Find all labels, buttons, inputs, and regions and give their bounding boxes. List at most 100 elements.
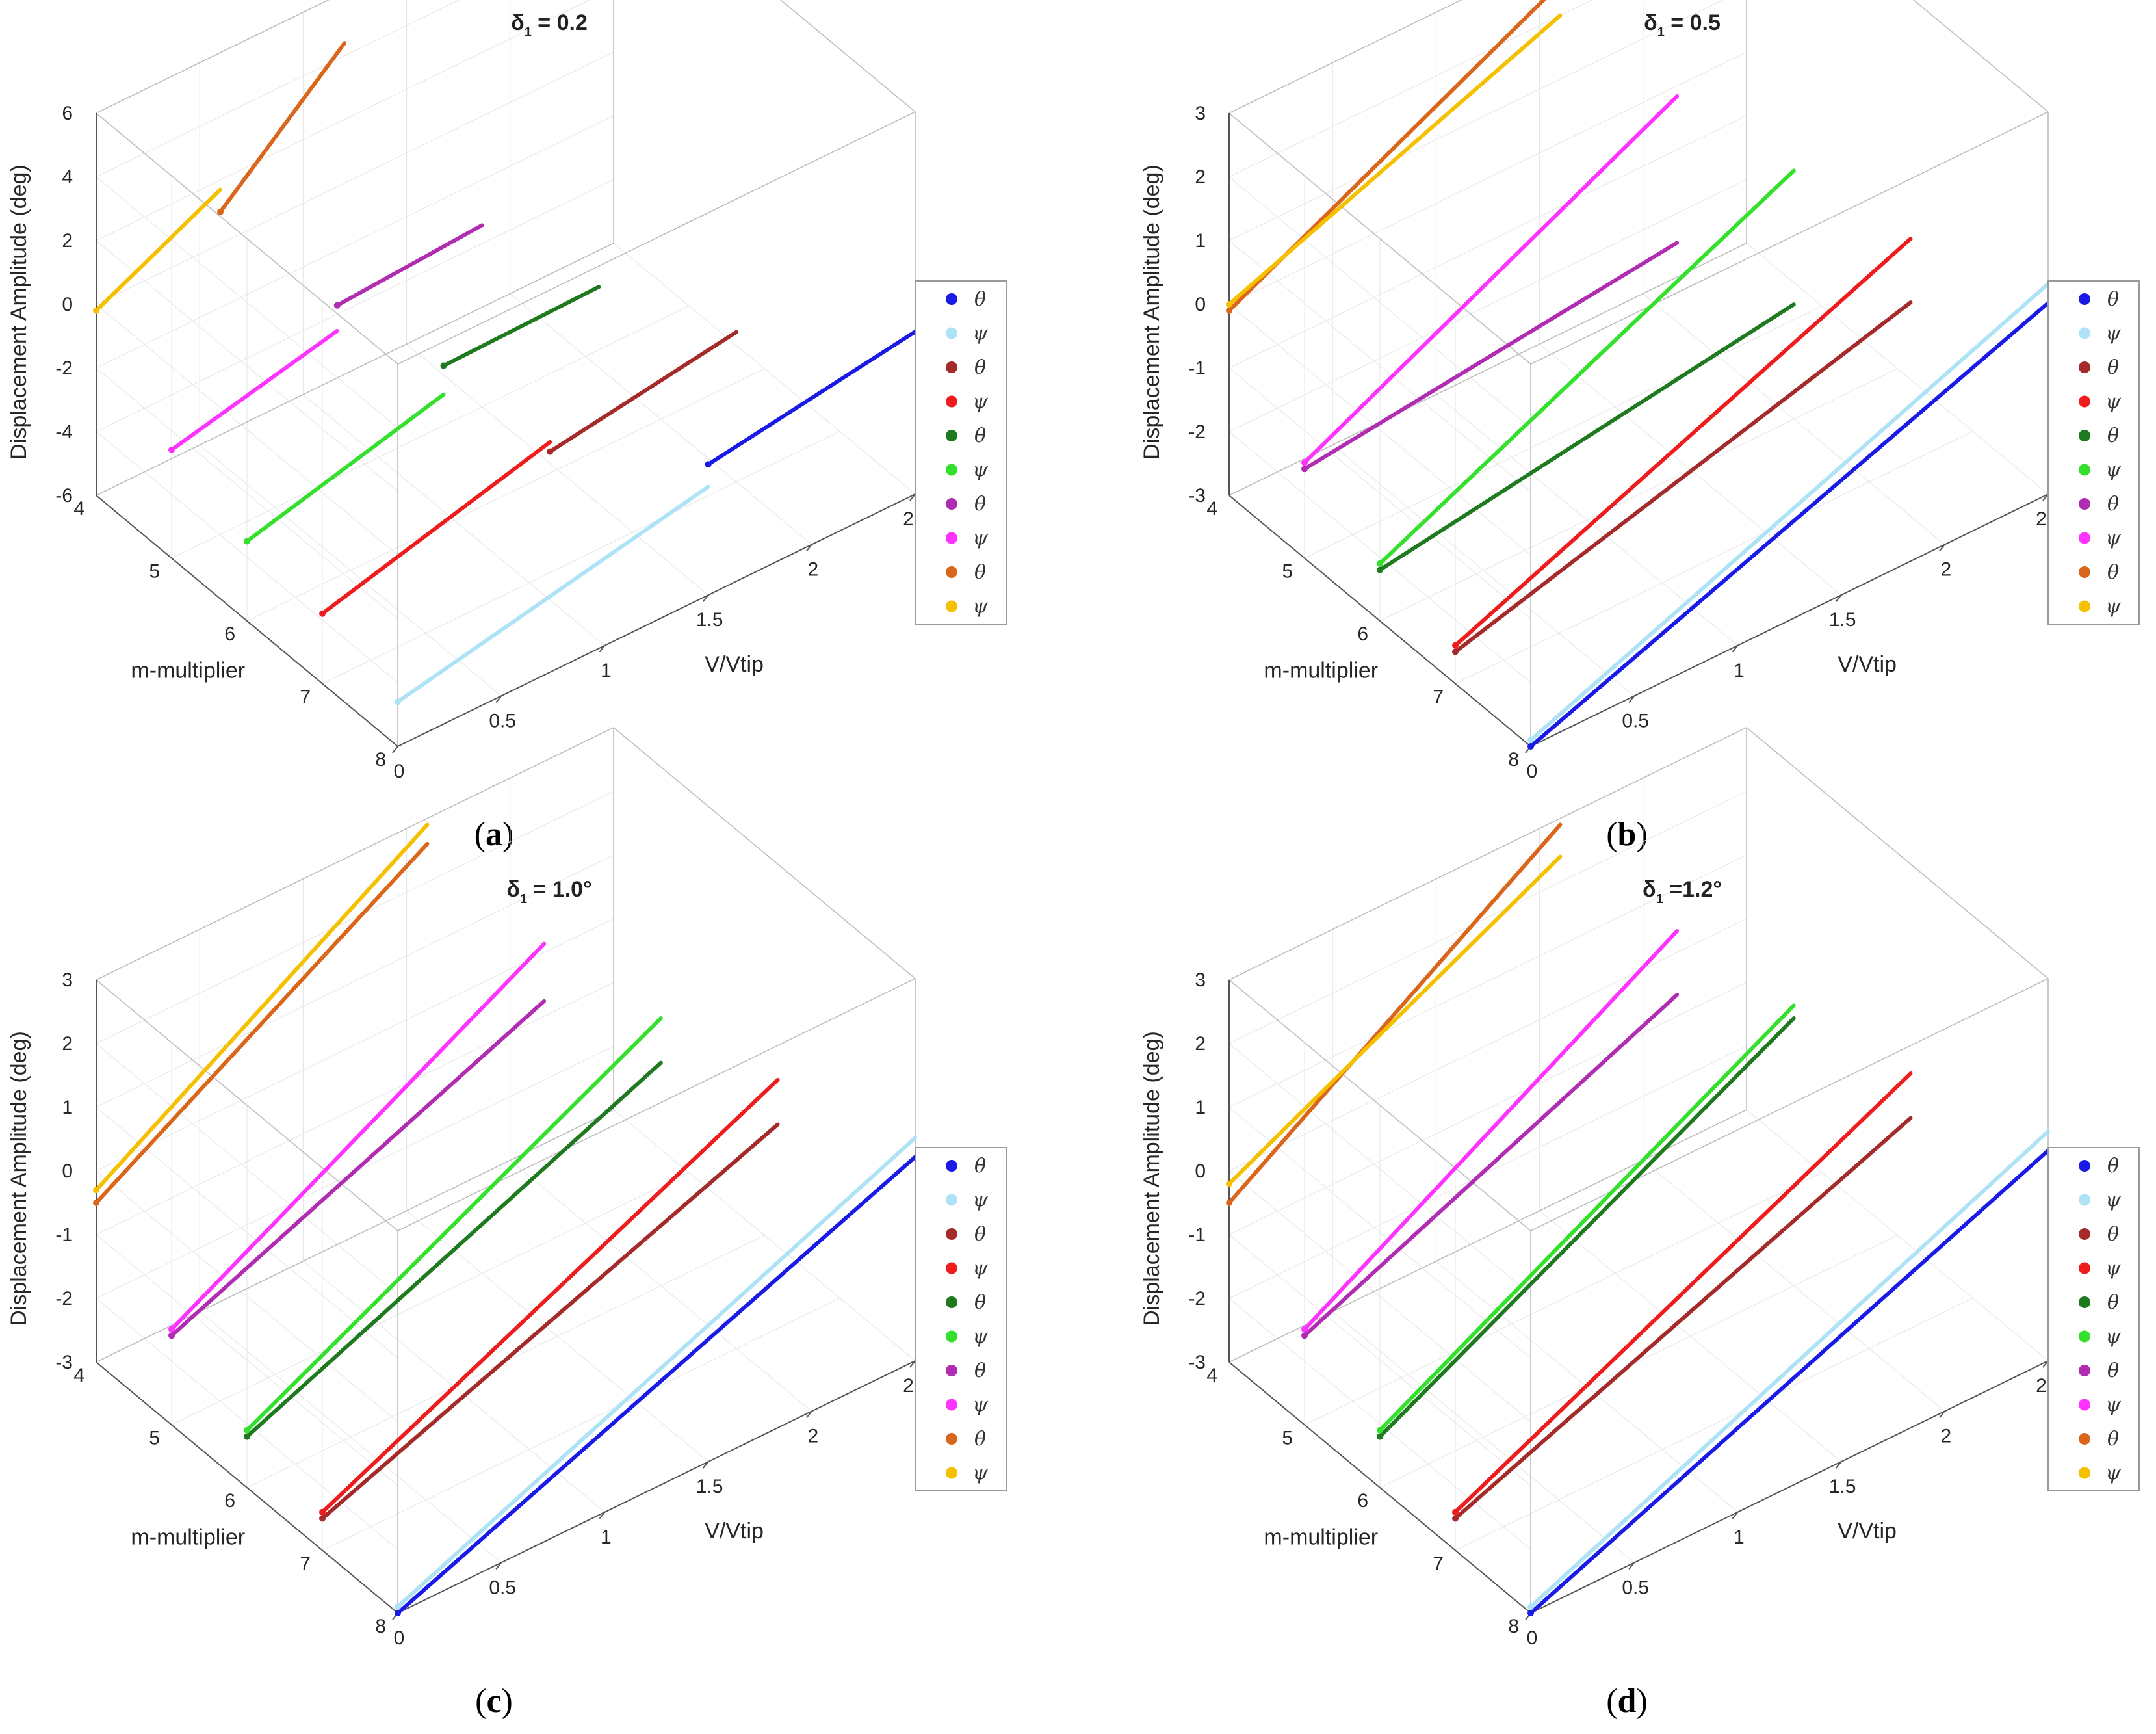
x-tick-mark bbox=[702, 594, 709, 602]
box-edge bbox=[1228, 112, 1531, 365]
legend-label: θ bbox=[2107, 493, 2119, 516]
series-start-point bbox=[244, 1433, 250, 1440]
grid-line-v bbox=[1643, 778, 1945, 1412]
series-line-m6 bbox=[441, 285, 601, 368]
title-value: = 0.2 bbox=[532, 10, 588, 35]
y-tick-label: 7 bbox=[1433, 687, 1444, 708]
legend-marker bbox=[2079, 1160, 2090, 1172]
legend-marker bbox=[2079, 1194, 2090, 1206]
x-tick-mark bbox=[495, 1562, 502, 1570]
x-tick-mark bbox=[1939, 544, 1945, 552]
legend-marker bbox=[2079, 1467, 2090, 1479]
y-axis-label: m-multiplier bbox=[131, 1525, 245, 1550]
legend-label: θ bbox=[974, 288, 986, 311]
x-tick-mark bbox=[2042, 1360, 2049, 1368]
legend-marker bbox=[946, 1330, 957, 1343]
x-tick-mark bbox=[1835, 1461, 1842, 1469]
series-line-m8 bbox=[1529, 1148, 2050, 1615]
title-value: = 0.5 bbox=[1665, 10, 1721, 35]
legend-marker bbox=[2079, 327, 2090, 339]
series-start-point bbox=[1226, 301, 1232, 308]
legend-label: θ bbox=[2107, 425, 2119, 447]
legend-label: ψ bbox=[2105, 1462, 2121, 1485]
series-line-m8 bbox=[396, 1155, 917, 1615]
series-line-m4 bbox=[218, 41, 347, 214]
x-tick-mark bbox=[599, 645, 606, 653]
y-tick-label: 8 bbox=[375, 749, 386, 770]
x-tick-mark bbox=[702, 1461, 709, 1469]
y-tick-label: 4 bbox=[73, 498, 84, 519]
series-start-point bbox=[1377, 1433, 1383, 1440]
x-tick-mark bbox=[495, 695, 502, 703]
series-line-m8 bbox=[396, 484, 710, 704]
title-subscript: 1 bbox=[1656, 892, 1663, 906]
z-tick-label: -1 bbox=[1188, 358, 1206, 379]
series-start-point bbox=[1452, 648, 1459, 655]
grid-line-v bbox=[1539, 828, 1841, 1462]
legend-label: θ bbox=[974, 561, 986, 584]
legend-marker bbox=[2079, 430, 2090, 441]
legend-marker bbox=[2079, 1330, 2090, 1343]
series-line-m6 bbox=[1378, 302, 1796, 572]
box-edge bbox=[1746, 727, 2049, 979]
x-axis-line bbox=[1530, 493, 2049, 747]
x-axis-label: V/Vtip bbox=[1838, 652, 1897, 677]
legend-marker bbox=[2079, 1399, 2090, 1411]
panel-c: 00.511.522.545678-3-2-10123V/Vtipm-multi… bbox=[6, 727, 1007, 1720]
caption-letter: b bbox=[1618, 816, 1637, 853]
legend-marker bbox=[2079, 464, 2090, 476]
x-tick-label: 1 bbox=[601, 1527, 612, 1548]
legend-label: ψ bbox=[2105, 527, 2121, 550]
y-tick-label: 5 bbox=[1282, 561, 1293, 583]
legend-label: ψ bbox=[972, 527, 988, 550]
series-start-point bbox=[1452, 642, 1459, 649]
panel-caption: (a) bbox=[474, 816, 514, 853]
legend-marker bbox=[946, 1262, 957, 1274]
legend-marker bbox=[946, 1433, 957, 1445]
z-tick-label: 6 bbox=[62, 103, 73, 124]
legend-label: θ bbox=[974, 425, 986, 447]
x-tick-label: 0.5 bbox=[489, 710, 516, 731]
series-start-point bbox=[395, 1603, 401, 1610]
y-axis-line bbox=[1228, 495, 1531, 747]
legend-label: ψ bbox=[2105, 596, 2121, 618]
y-tick-label: 6 bbox=[224, 624, 235, 645]
x-tick-mark bbox=[599, 1512, 606, 1519]
legend-label: ψ bbox=[2105, 1394, 2121, 1417]
x-tick-label: 0 bbox=[394, 761, 405, 782]
legend-label: θ bbox=[2107, 1428, 2119, 1451]
z-tick-label: -3 bbox=[1188, 1352, 1206, 1373]
caption-close: ) bbox=[1636, 1683, 1647, 1720]
z-tick-label: -4 bbox=[55, 421, 73, 443]
box-edge bbox=[96, 727, 614, 980]
caption-letter: c bbox=[486, 1683, 501, 1720]
x-tick-label: 1 bbox=[1734, 660, 1745, 681]
legend-label: ψ bbox=[972, 322, 988, 345]
legend-label: ψ bbox=[972, 1462, 988, 1485]
z-tick-label: 1 bbox=[1195, 230, 1206, 252]
legend-marker bbox=[946, 566, 957, 578]
x-tick-label: 2 bbox=[1940, 559, 1951, 581]
series-line-m7 bbox=[548, 330, 738, 454]
series-group bbox=[1226, 0, 2050, 750]
grid-line-z bbox=[1228, 1045, 1747, 1550]
caption-close: ) bbox=[1636, 816, 1647, 853]
x-axis-label: V/Vtip bbox=[705, 1519, 764, 1544]
box-edge bbox=[779, 0, 916, 112]
legend-label: ψ bbox=[972, 391, 988, 414]
grid-line-v bbox=[406, 0, 708, 596]
grid-line-z bbox=[95, 791, 614, 1295]
box-edge bbox=[1912, 0, 2049, 112]
z-tick-label: -2 bbox=[1188, 421, 1206, 443]
y-axis-label: m-multiplier bbox=[131, 659, 245, 683]
x-tick-mark bbox=[392, 746, 398, 754]
legend-marker bbox=[946, 361, 957, 373]
grid-line-z bbox=[1228, 982, 1747, 1486]
x-tick-label: 0.5 bbox=[1622, 1577, 1649, 1598]
box-edge bbox=[613, 727, 916, 979]
x-tick-mark bbox=[2042, 493, 2049, 501]
legend-label: ψ bbox=[2105, 322, 2121, 345]
y-axis-line bbox=[96, 1361, 398, 1614]
series-line-m6 bbox=[1378, 1003, 1796, 1432]
